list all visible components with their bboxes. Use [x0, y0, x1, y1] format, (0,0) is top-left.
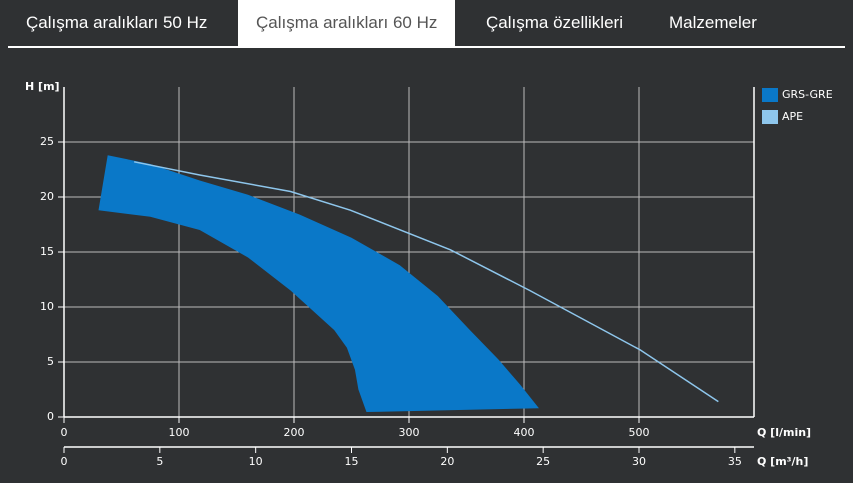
tab[interactable]: Malzemeler [669, 13, 757, 32]
x2-tick-label: 35 [728, 455, 742, 468]
legend-label: GRS-GRE [782, 88, 833, 101]
tab[interactable]: Çalışma aralıkları 60 Hz [238, 0, 456, 46]
region [98, 155, 539, 413]
x2-tick-label: 0 [61, 455, 68, 468]
legend-label: APE [782, 110, 803, 123]
legend-swatch [762, 110, 778, 124]
x2-tick-label: 10 [249, 455, 263, 468]
y-tick-label: 10 [40, 300, 54, 313]
x-tick-label: 0 [61, 426, 68, 439]
y-axis-label: H [m] [25, 80, 60, 93]
tab-bar: Çalışma aralıkları 50 Hz Çalışma aralıkla… [8, 0, 845, 48]
y-tick-label: 15 [40, 245, 54, 258]
y-tick-label: 0 [47, 410, 54, 423]
y-tick-label: 5 [47, 355, 54, 368]
y-tick-label: 20 [40, 190, 54, 203]
x-axis-label: Q [l/min] [757, 426, 811, 439]
x-tick-label: 300 [399, 426, 420, 439]
x2-tick-label: 5 [156, 455, 163, 468]
x-tick-label: 200 [284, 426, 305, 439]
line [134, 161, 719, 403]
tab[interactable]: Çalışma aralıkları 50 Hz [26, 13, 208, 32]
x2-tick-label: 15 [345, 455, 359, 468]
x2-tick-label: 30 [632, 455, 646, 468]
x2-axis-label: Q [m³/h] [757, 455, 808, 468]
x2-tick-label: 20 [440, 455, 454, 468]
x2-tick-label: 25 [536, 455, 550, 468]
y-tick-label: 25 [40, 135, 54, 148]
x-tick-label: 100 [169, 426, 190, 439]
tab[interactable]: Çalışma özellikleri [486, 13, 623, 32]
legend-swatch [762, 88, 778, 102]
x-tick-label: 400 [514, 426, 535, 439]
x-tick-label: 500 [629, 426, 650, 439]
